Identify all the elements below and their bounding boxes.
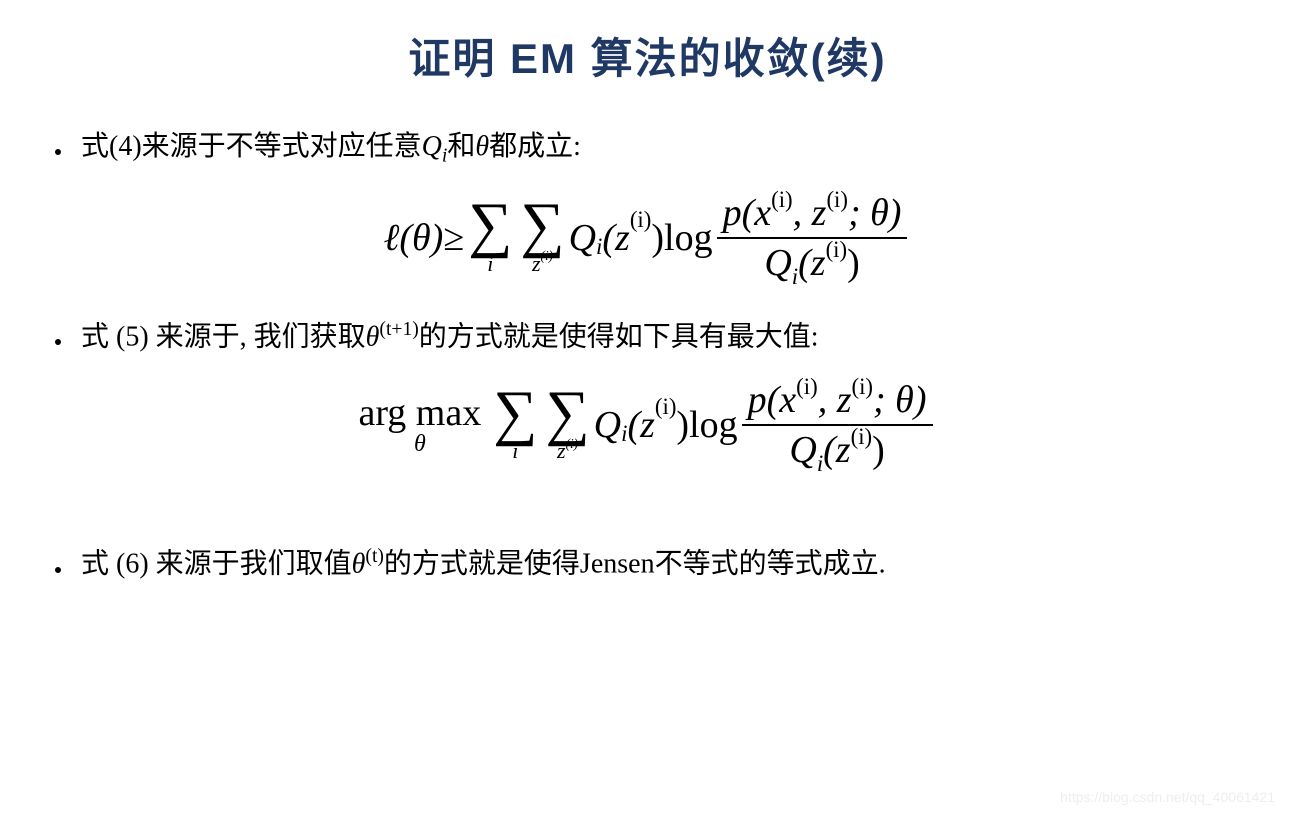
bullet-dot-icon (55, 567, 61, 573)
eq1-num-sup1: (i) (771, 187, 793, 212)
eq2-sum2-sup: (i) (566, 436, 578, 451)
eq2-Qi: Q (594, 403, 621, 447)
eq1-den-Qi: i (792, 264, 798, 289)
eq1-frac: p(x(i), z(i); θ) Qi(z(i)) (717, 191, 908, 285)
eq2-den-arg: (z (823, 429, 850, 471)
eq1-sum2: ∑ z(i) (520, 201, 564, 275)
eq2-sum2-idx: z(i) (557, 440, 578, 462)
eq1-den: Qi(z(i)) (758, 239, 865, 285)
eq1-sum2-sup: (i) (541, 248, 553, 263)
eq1-sum2-z: z (532, 251, 541, 276)
slide-title: 证明 EM 算法的收敛(续) (55, 25, 1240, 86)
bullet2-pre: 式 (5) 来源于, 我们获取 (81, 321, 366, 352)
eq2-argmax-text: arg max (358, 394, 481, 432)
eq1-log: log (664, 216, 713, 260)
bullet3-pre: 式 (6) 来源于我们取值 (81, 549, 352, 580)
eq2-sum1-idx: i (512, 440, 518, 462)
eq2-sum2: ∑ z(i) (545, 389, 589, 463)
sum-icon: ∑ (545, 389, 589, 439)
eq1-num-p: p(x (723, 192, 772, 234)
eq1-sum1-idx: i (487, 253, 493, 275)
bullet1-pre: 式(4)来源于不等式对应任意 (81, 131, 422, 162)
eq1-sum1: ∑ i (468, 201, 512, 275)
eq2-argmax: arg max θ (358, 394, 481, 456)
slide-container: 证明 EM 算法的收敛(续) 式(4)来源于不等式对应任意Qi和θ都成立: ℓ(… (0, 0, 1295, 621)
spacer (55, 502, 1240, 542)
eq2-den-Q: Q (789, 429, 816, 471)
bullet-3: 式 (6) 来源于我们取值θ(t)的方式就是使得Jensen不等式的等式成立. (55, 542, 1240, 585)
eq1-theta: (θ) (399, 216, 443, 260)
bullet3-sup: (t) (365, 546, 384, 567)
eq1-ell: ℓ (384, 216, 400, 260)
eq2-den-sup: (i) (851, 424, 873, 449)
eq1-sum2-idx: z(i) (532, 253, 553, 275)
eq1-num: p(x(i), z(i); θ) (717, 191, 908, 239)
eq1-Qi: Q (569, 216, 596, 260)
eq2-Qi-arg: (z (627, 403, 654, 447)
eq1-num-sup2: (i) (826, 187, 848, 212)
eq2-Qi-close: ) (676, 403, 689, 447)
eq1-num-comma: , z (793, 192, 827, 234)
equation-1: ℓ(θ) ≥ ∑ i ∑ z(i) Qi(z(i)) log p(x(i), z… (55, 191, 1240, 285)
eq2-sum2-z: z (557, 438, 566, 463)
bullet1-Q: Q (422, 131, 442, 162)
eq1-Qi-close: ) (651, 216, 664, 260)
eq2-den-close: ) (872, 429, 885, 471)
eq1-den-Q: Q (764, 242, 791, 284)
eq2-num-p: p(x (748, 379, 797, 421)
bullet3-post: 的方式就是使得Jensen不等式的等式成立. (384, 549, 886, 580)
eq1-den-sup: (i) (826, 237, 848, 262)
eq1-den-arg: (z (798, 242, 825, 284)
bullet2-theta: θ (366, 321, 380, 352)
bullet3-theta: θ (352, 549, 366, 580)
bullet1-and: 和 (447, 131, 475, 162)
eq2-frac: p(x(i), z(i); θ) Qi(z(i)) (742, 378, 933, 472)
eq2-num-sup1: (i) (796, 374, 818, 399)
eq2-Qi-arg-sup: (i) (655, 394, 677, 420)
bullet-1-text: 式(4)来源于不等式对应任意Qi和θ都成立: (81, 126, 581, 171)
eq1-num-theta: ; θ) (848, 192, 901, 234)
eq1-den-close: ) (847, 242, 860, 284)
bullet2-post: 的方式就是使得如下具有最大值: (419, 321, 819, 352)
bullet-1: 式(4)来源于不等式对应任意Qi和θ都成立: (55, 126, 1240, 171)
eq2-sum1: ∑ i (493, 389, 537, 463)
bullet2-sup: (t+1) (379, 319, 418, 340)
watermark-text: https://blog.csdn.net/qq_40061421 (1060, 789, 1275, 805)
eq2-Qi-sub: i (621, 421, 627, 447)
bullet-dot-icon (55, 339, 61, 345)
eq2-num-sup2: (i) (852, 374, 874, 399)
eq1-Qi-arg-sup: (i) (630, 207, 652, 233)
eq2-num: p(x(i), z(i); θ) (742, 378, 933, 426)
sum-icon: ∑ (493, 389, 537, 439)
eq1-geq: ≥ (443, 216, 464, 260)
bullet-3-text: 式 (6) 来源于我们取值θ(t)的方式就是使得Jensen不等式的等式成立. (81, 542, 886, 585)
eq2-num-theta: ; θ) (873, 379, 926, 421)
eq2-num-comma: , z (818, 379, 852, 421)
bullet-2-text: 式 (5) 来源于, 我们获取θ(t+1)的方式就是使得如下具有最大值: (81, 315, 819, 358)
eq2-argmax-sub: θ (414, 432, 426, 456)
eq1-Qi-arg: (z (602, 216, 629, 260)
eq2-den: Qi(z(i)) (783, 426, 890, 472)
eq2-den-Qi: i (817, 451, 823, 476)
bullet-dot-icon (55, 149, 61, 155)
bullet1-theta: θ (475, 131, 489, 162)
bullet1-post: 都成立: (489, 131, 581, 162)
eq1-Qi-sub: i (596, 234, 602, 260)
bullet-2: 式 (5) 来源于, 我们获取θ(t+1)的方式就是使得如下具有最大值: (55, 315, 1240, 358)
sum-icon: ∑ (468, 201, 512, 251)
equation-2: arg max θ ∑ i ∑ z(i) Qi(z(i)) log p(x(i)… (55, 378, 1240, 472)
sum-icon: ∑ (520, 201, 564, 251)
eq2-log: log (689, 403, 738, 447)
